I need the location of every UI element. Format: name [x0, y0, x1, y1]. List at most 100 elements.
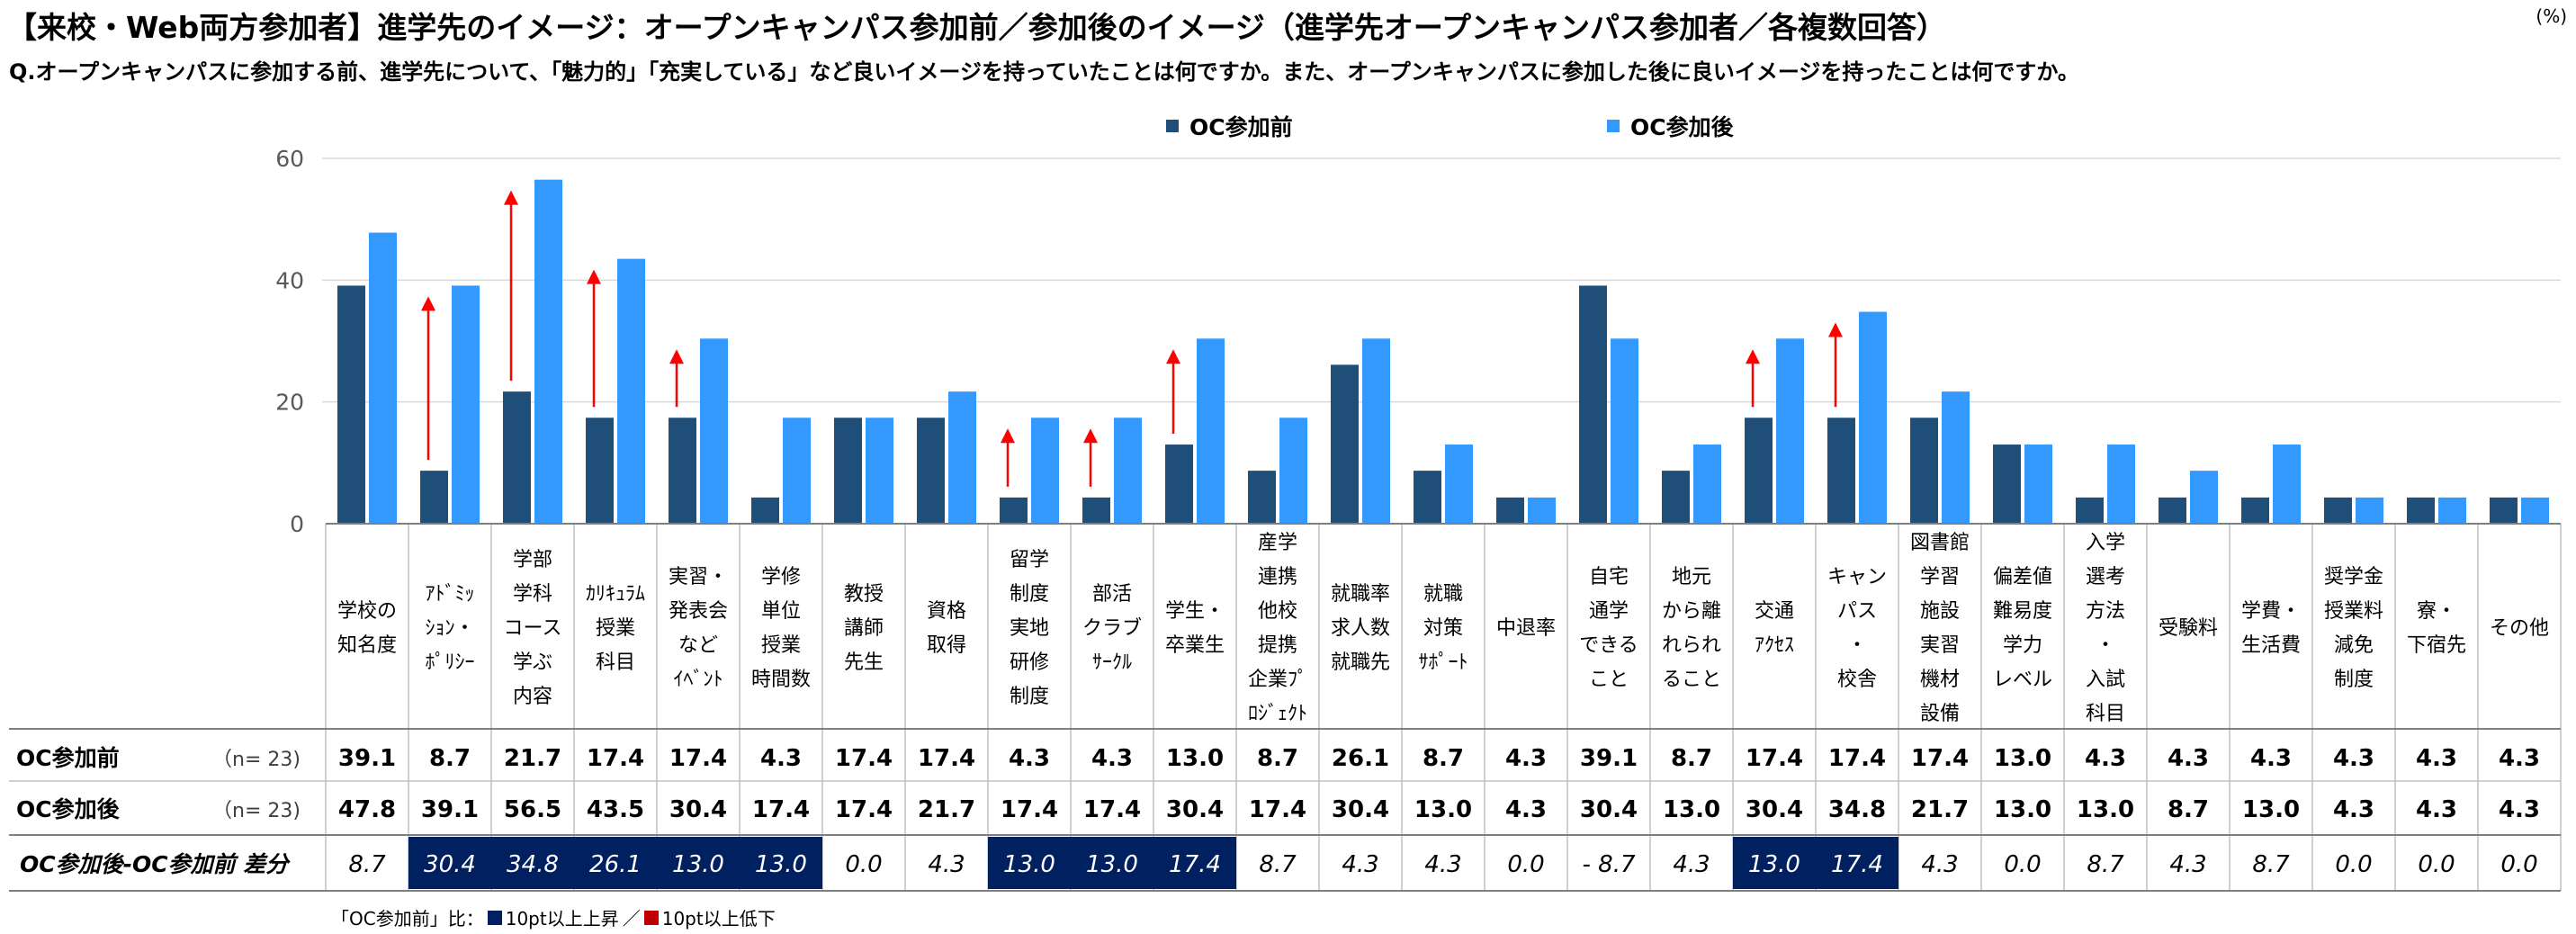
category-label: 授業: [761, 634, 801, 657]
bar-before: [2159, 497, 2186, 524]
y-tick-label: 0: [290, 511, 304, 537]
row-n-label: （n= 23): [212, 749, 301, 771]
diff-highlight-cell: [1816, 837, 1898, 889]
row-label-before: OC参加前: [16, 745, 120, 771]
data-value-label: 4.3: [2416, 796, 2457, 823]
category-label: ﾛｼﾞｪｸﾄ: [1248, 703, 1307, 725]
diff-value-label: 34.8: [507, 851, 559, 878]
diff-value-label: 4.3: [1921, 851, 1958, 878]
bar-before: [2490, 497, 2518, 524]
diff-value-label: 17.4: [1831, 851, 1883, 878]
increase-arrow-head: [1083, 428, 1098, 444]
category-label: 偏差値: [1993, 566, 2052, 588]
category-label: クラブ: [1082, 617, 1142, 640]
y-tick-label: 60: [275, 146, 304, 172]
y-tick-label: 20: [275, 390, 304, 416]
data-value-label: 17.4: [1249, 796, 1306, 823]
category-label: 学生・: [1165, 600, 1225, 623]
category-label: 図書館: [1910, 532, 1970, 554]
bar-after: [1611, 338, 1638, 524]
category-label: 科目: [2086, 703, 2125, 725]
category-label: など: [678, 634, 718, 657]
diff-value-label: 4.3: [1424, 851, 1461, 878]
category-label: ｶﾘｷｭﾗﾑ: [586, 583, 645, 606]
bar-after: [1528, 497, 1556, 524]
bar-before: [503, 391, 531, 524]
data-value-label: 4.3: [2333, 796, 2374, 823]
data-value-label: 13.0: [2242, 796, 2300, 823]
category-label: 実習・: [669, 566, 728, 588]
category-label: 通学: [1589, 600, 1629, 623]
category-label: できる: [1579, 634, 1638, 657]
footnote-prefix: 「OC参加前」比：: [331, 908, 484, 930]
category-label: 学科: [513, 583, 552, 606]
data-value-label: 17.4: [1001, 796, 1058, 823]
legend-item-before: OC参加前: [1166, 110, 1293, 142]
bar-before: [337, 285, 365, 524]
bar-after: [783, 418, 811, 524]
category-label: 選考: [2086, 566, 2125, 588]
bar-after: [2024, 445, 2052, 524]
chart-title: 【来校・Web両方参加者】進学先のイメージ：オープンキャンパス参加前／参加後のイ…: [7, 10, 1946, 45]
category-label: こと: [1589, 669, 1629, 691]
bar-after: [2356, 497, 2383, 524]
bar-before: [669, 418, 696, 524]
diff-value-label: 0.0: [2418, 851, 2455, 878]
diff-value-label: 0.0: [1507, 851, 1544, 878]
category-label: ｱｸｾｽ: [1755, 634, 1794, 657]
category-label: 施設: [1920, 600, 1960, 623]
diff-value-label: 30.4: [424, 851, 476, 878]
row-n-label: （n= 23): [212, 800, 301, 822]
increase-arrow-head: [1828, 322, 1843, 337]
category-label: ・: [2096, 634, 2115, 657]
category-label: 講師: [844, 617, 884, 640]
diff-highlight-cell: [491, 837, 574, 889]
data-value-label: 21.7: [918, 796, 975, 823]
data-value-label: 4.3: [2499, 745, 2540, 772]
bar-after: [866, 418, 893, 524]
diff-highlight-cell: [574, 837, 657, 889]
diff-value-label: 0.0: [2335, 851, 2372, 878]
bar-before: [1165, 445, 1193, 524]
y-tick-label: 40: [275, 267, 304, 293]
category-label: 科目: [596, 651, 635, 674]
bar-after: [1859, 311, 1887, 524]
data-value-label: 39.1: [1580, 745, 1638, 772]
category-label: れられ: [1662, 634, 1721, 657]
bar-before: [2407, 497, 2435, 524]
bar-after: [534, 179, 562, 524]
category-label: ・: [1847, 634, 1867, 657]
data-value-label: 34.8: [1828, 796, 1886, 823]
category-label: 留学: [1010, 549, 1049, 571]
data-value-label: 17.4: [1911, 745, 1969, 772]
data-value-label: 47.8: [338, 796, 396, 823]
category-label: 就職率: [1331, 583, 1390, 606]
category-label: レベル: [1993, 669, 2052, 691]
increase-arrow-head: [421, 296, 435, 311]
data-value-label: 8.7: [2168, 796, 2209, 823]
bar-before: [1082, 497, 1110, 524]
data-value-label: 17.4: [752, 796, 810, 823]
diff-value-label: 4.3: [1673, 851, 1710, 878]
category-label: 学部: [513, 549, 552, 571]
data-value-label: 17.4: [587, 745, 644, 772]
category-label: 減免: [2334, 634, 2374, 657]
category-label: ｼｮﾝ・: [425, 617, 474, 640]
category-label: 授業: [596, 617, 635, 640]
category-label: 先生: [844, 651, 884, 674]
category-label: 奨学金: [2324, 566, 2383, 588]
category-label: 発表会: [669, 600, 728, 623]
category-label: 実地: [1010, 617, 1049, 640]
row-label-after: OC参加後: [16, 796, 121, 822]
bar-before: [2241, 497, 2269, 524]
diff-value-label: 4.3: [928, 851, 965, 878]
unit-label: (%): [2536, 5, 2567, 27]
data-value-label: 4.3: [1009, 745, 1050, 772]
data-value-label: 4.3: [760, 745, 802, 772]
diff-value-label: 13.0: [672, 851, 724, 878]
data-value-label: 39.1: [421, 796, 479, 823]
category-label: 他校: [1258, 600, 1297, 623]
data-value-label: 13.0: [1663, 796, 1720, 823]
category-label: 機材: [1920, 669, 1960, 691]
diff-value-label: 8.7: [348, 851, 386, 878]
